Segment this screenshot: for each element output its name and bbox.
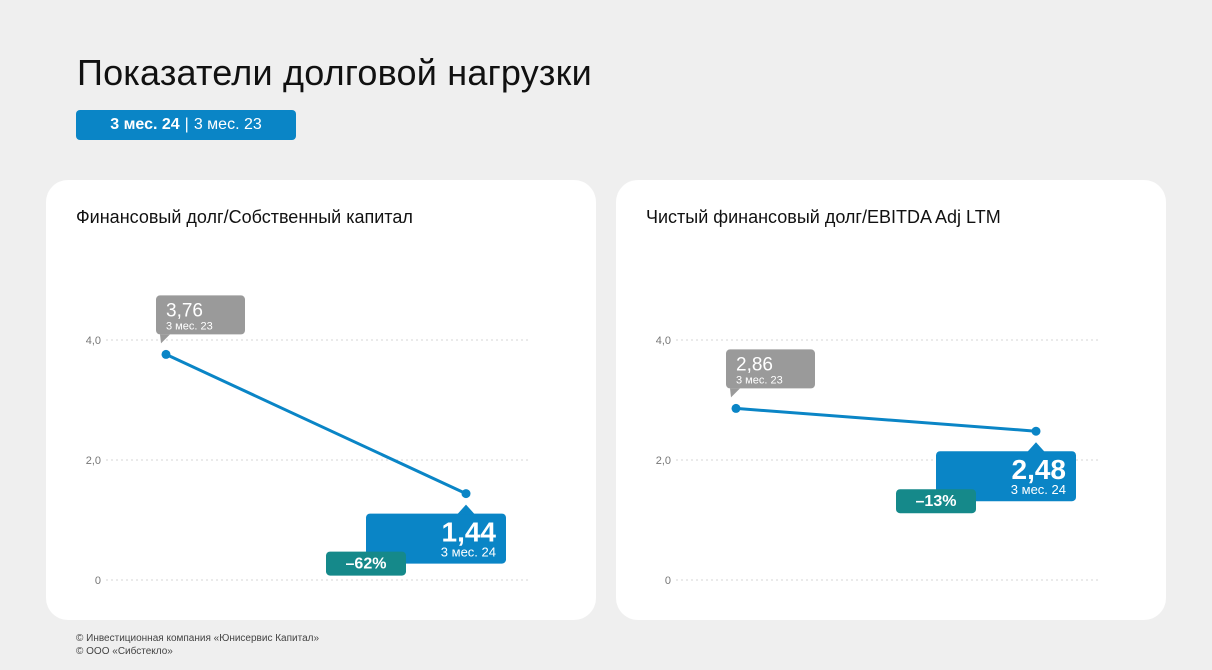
y-tick-label: 0 [665,575,671,587]
callout-curr: 2,483 мес. 24 [936,442,1076,502]
series-line [164,352,468,496]
callout-curr-pointer [1027,442,1045,453]
data-point-curr [461,489,471,499]
callout-curr-box [936,451,1076,502]
change-badge-box [326,551,406,576]
callout-curr-box [366,513,506,564]
chart-card-netdebt-ebitda: Чистый финансовый долг/EBITDA Adj LTM 0 2… [616,180,1166,620]
callout-prev-period: 3 мес. 23 [736,374,783,386]
callout-prev-period: 3 мес. 23 [166,320,213,332]
callout-prev: 2,863 мес. 23 [726,349,815,398]
change-badge-box [896,489,976,514]
period-separator: | [184,116,189,133]
callout-curr-pointer [457,504,475,515]
chart-debt-equity: 02,04,03,763 мес. 231,443 мес. 24–62% [86,295,528,587]
y-tick-label: 0 [95,575,101,587]
change-badge-value: –13% [916,493,957,510]
y-tick-label: 4,0 [86,335,101,347]
y-tick-label: 2,0 [656,455,671,467]
period-pill: 3 мес. 24 | 3 мес. 23 [76,110,296,140]
callout-prev-pointer [730,388,740,398]
footer-copyright-2: © ООО «Сибстекло» [76,646,173,657]
data-point-prev [161,349,171,359]
footer: © Инвестиционная компания «Юнисервис Кап… [76,632,319,658]
callout-curr-period: 3 мес. 24 [1011,482,1066,497]
change-badge: –62% [326,551,406,576]
series-line [734,406,1038,433]
callout-prev: 3,763 мес. 23 [156,295,245,344]
period-current: 3 мес. 24 [110,116,180,133]
callout-prev-box [156,295,245,335]
data-point-prev [731,403,741,413]
chart-title: Финансовый долг/Собственный капитал [76,207,413,227]
footer-copyright-1: © Инвестиционная компания «Юнисервис Кап… [76,633,320,644]
data-point-curr [1031,426,1041,436]
callout-curr-period: 3 мес. 24 [441,545,496,560]
callout-prev-pointer [160,334,170,344]
period-previous: 3 мес. 23 [193,116,262,133]
y-tick-label: 4,0 [656,335,671,347]
callout-prev-box [726,349,815,389]
callout-curr-value: 2,48 [1012,454,1067,485]
y-tick-label: 2,0 [86,455,101,467]
callout-prev-value: 3,76 [166,300,203,321]
callout-curr: 1,443 мес. 24 [366,504,506,564]
chart-netdebt-ebitda: 02,04,02,863 мес. 232,483 мес. 24–13% [656,335,1098,587]
chart-card-debt-equity: Финансовый долг/Собственный капитал 0 2,0… [46,180,596,620]
page-title: Показатели долговой нагрузки [77,52,592,93]
callout-prev-value: 2,86 [736,354,773,375]
chart-title: Чистый финансовый долг/EBITDA Adj LTM [646,207,1001,227]
callout-curr-value: 1,44 [442,517,497,548]
change-badge: –13% [896,489,976,514]
change-badge-value: –62% [346,556,387,573]
